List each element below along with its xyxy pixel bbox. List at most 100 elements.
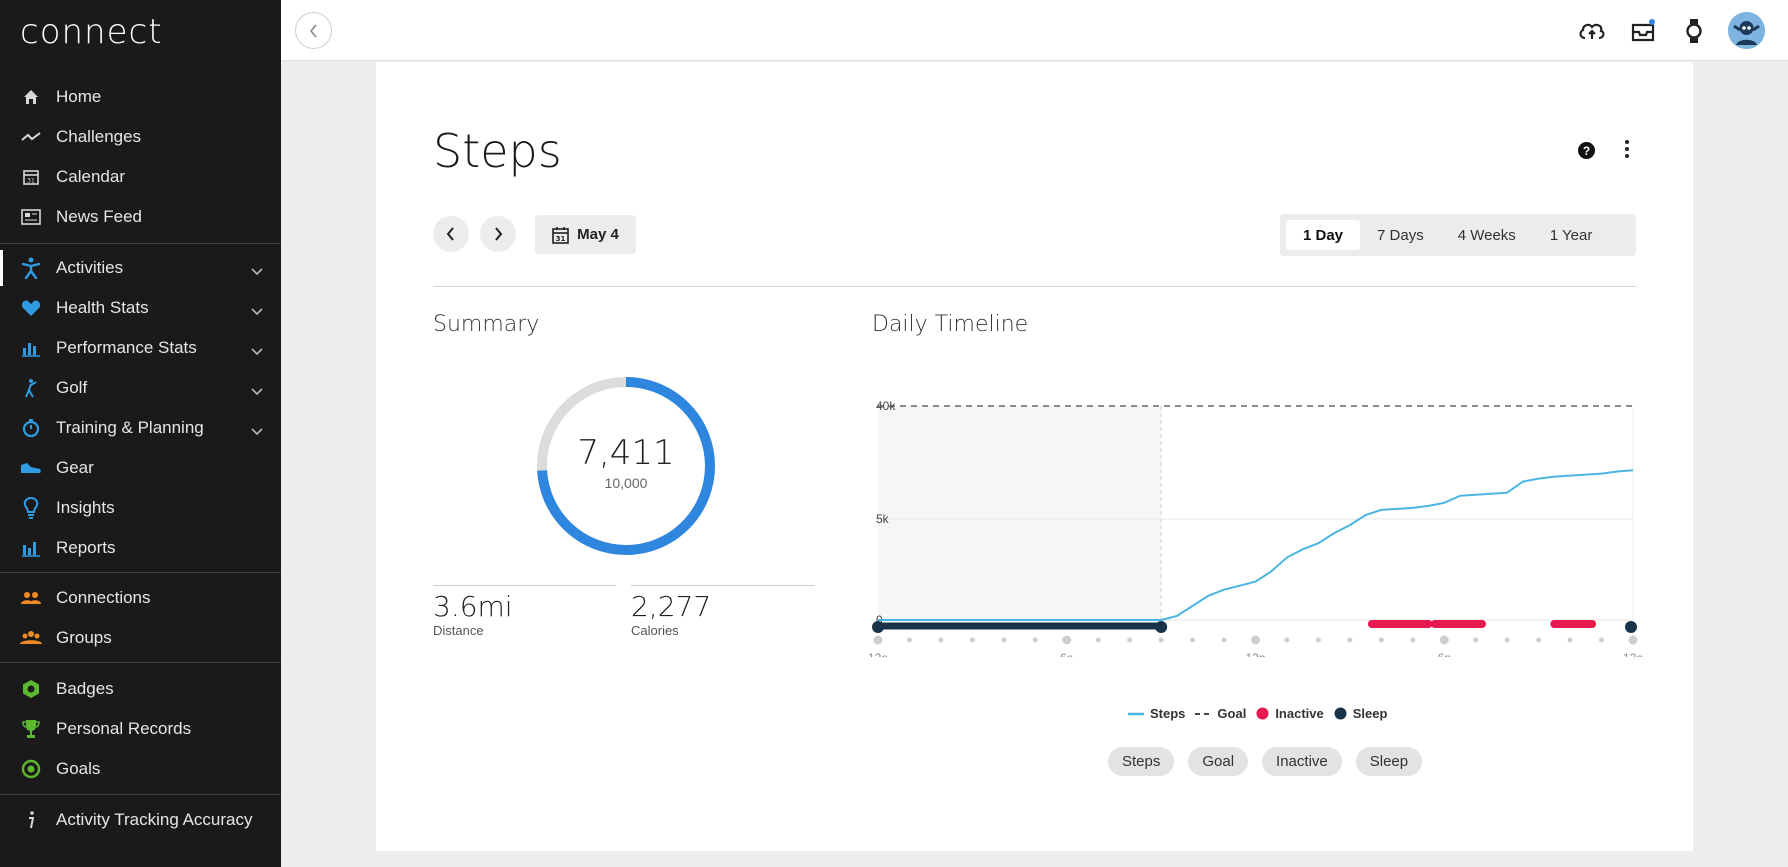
- more-options-icon[interactable]: [1624, 140, 1630, 162]
- sleep-start-marker: [872, 621, 884, 633]
- sidebar-item-challenges[interactable]: Challenges: [0, 117, 281, 157]
- calendar-icon: 31: [552, 226, 569, 244]
- hour-dot: [1473, 637, 1479, 643]
- sleep-shade: [878, 406, 1162, 620]
- sidebar-item-home[interactable]: Home: [0, 77, 281, 117]
- legend-inactive: Inactive: [1256, 706, 1324, 721]
- chevron-down-icon[interactable]: [251, 421, 263, 441]
- hour-dot: [1536, 637, 1542, 643]
- upload-cloud-icon[interactable]: [1577, 16, 1607, 46]
- hour-dot: [1628, 635, 1638, 645]
- sidebar-item-connections[interactable]: Connections: [0, 578, 281, 618]
- nav-group-achievements: Badges Personal Records Goals: [0, 669, 281, 789]
- sidebar-item-label: Activities: [56, 258, 124, 277]
- sidebar-item-gear[interactable]: Gear: [0, 448, 281, 488]
- calories-stat: 2,277 Calories: [631, 585, 815, 638]
- tab-1-day[interactable]: 1 Day: [1286, 220, 1361, 250]
- x-tick-label: 12a: [868, 651, 888, 657]
- sidebar-item-label: Connections: [56, 588, 151, 607]
- tab-1-year[interactable]: 1 Year: [1549, 226, 1593, 244]
- sidebar-item-performance-stats[interactable]: Performance Stats: [0, 328, 281, 368]
- filter-steps[interactable]: Steps: [1108, 747, 1175, 776]
- date-picker-button[interactable]: 31 May 4: [535, 215, 636, 254]
- hour-dot: [1599, 637, 1605, 643]
- hour-dot: [1095, 637, 1101, 643]
- nav-group-info: Activity Tracking Accuracy: [0, 800, 281, 840]
- filter-inactive[interactable]: Inactive: [1262, 747, 1342, 776]
- chevron-down-icon[interactable]: [251, 261, 263, 281]
- chevron-left-icon: [309, 23, 317, 38]
- sidebar-divider: [0, 662, 281, 663]
- hour-dot: [1158, 637, 1164, 643]
- sidebar-item-groups[interactable]: Groups: [0, 618, 281, 658]
- sidebar-item-news-feed[interactable]: News Feed: [0, 197, 281, 237]
- groups-icon: [20, 627, 42, 649]
- sidebar-item-badges[interactable]: Badges: [0, 669, 281, 709]
- chevron-down-icon[interactable]: [251, 381, 263, 401]
- x-tick-label: 12a: [1623, 651, 1643, 657]
- sidebar-item-training-planning[interactable]: Training & Planning: [0, 408, 281, 448]
- sidebar-item-goals[interactable]: Goals: [0, 749, 281, 789]
- filter-goal[interactable]: Goal: [1188, 747, 1249, 776]
- help-icon[interactable]: ?: [1578, 142, 1595, 159]
- stopwatch-icon: [20, 417, 42, 439]
- nav-group-social: Connections Groups: [0, 578, 281, 658]
- previous-date-button[interactable]: [433, 216, 469, 252]
- summary-title: Summary: [433, 312, 540, 337]
- sidebar-item-golf[interactable]: Golf: [0, 368, 281, 408]
- sidebar-item-label: Groups: [56, 628, 112, 647]
- sidebar-item-label: Insights: [56, 498, 115, 517]
- nav-group-stats: Activities Health Stats Performance Stat…: [0, 248, 281, 568]
- watch-icon[interactable]: [1679, 16, 1709, 46]
- svg-text:31: 31: [27, 178, 35, 185]
- challenges-icon: [20, 126, 42, 148]
- tab-7-days[interactable]: 7 Days: [1377, 226, 1424, 244]
- target-icon: [20, 758, 42, 780]
- collapse-sidebar-button[interactable]: [295, 12, 332, 49]
- avatar[interactable]: [1728, 12, 1765, 49]
- sidebar-item-label: Challenges: [56, 127, 142, 146]
- filter-sleep[interactable]: Sleep: [1355, 747, 1423, 776]
- home-icon: [20, 86, 42, 108]
- chevron-down-icon[interactable]: [251, 301, 263, 321]
- hour-dot: [1221, 637, 1227, 643]
- chevron-down-icon[interactable]: [251, 341, 263, 361]
- steps-card: Steps ? 31 May 4 1 Day 7 Days 4 Weeks 1 …: [376, 62, 1693, 851]
- y-tick-label: 40k: [876, 399, 896, 413]
- hour-dot: [1410, 637, 1416, 643]
- next-date-button[interactable]: [480, 216, 516, 252]
- distance-label: Distance: [433, 623, 484, 638]
- sidebar-item-health-stats[interactable]: Health Stats: [0, 288, 281, 328]
- date-label: May 4: [577, 226, 619, 243]
- chart-legend: Steps Goal Inactive Sleep: [1128, 706, 1387, 721]
- legend-sleep: Sleep: [1334, 706, 1387, 721]
- steps-value: 7,411: [577, 433, 675, 473]
- timeline-filters: Steps Goal Inactive Sleep: [1108, 747, 1423, 776]
- steps-line: [878, 469, 1634, 621]
- tab-4-weeks[interactable]: 4 Weeks: [1457, 226, 1516, 244]
- sidebar-item-personal-records[interactable]: Personal Records: [0, 709, 281, 749]
- hour-dot: [1251, 635, 1260, 645]
- sidebar-item-reports[interactable]: Reports: [0, 528, 281, 568]
- calories-value: 2,277: [631, 590, 712, 623]
- hour-dot: [1190, 637, 1196, 643]
- sidebar-item-activity-tracking-accuracy[interactable]: Activity Tracking Accuracy: [0, 800, 281, 840]
- sidebar-item-label: Golf: [56, 378, 88, 397]
- hour-dot: [1062, 635, 1072, 645]
- page-title: Steps: [433, 124, 562, 178]
- hour-dot: [1378, 637, 1384, 643]
- hour-dot: [906, 637, 912, 643]
- inbox-icon[interactable]: [1628, 16, 1658, 46]
- connect-logo[interactable]: connect: [20, 12, 163, 52]
- distance-stat: 3.6mi Distance: [433, 585, 616, 638]
- sidebar-item-label: Training & Planning: [56, 418, 204, 437]
- shoe-icon: [20, 457, 42, 479]
- x-tick-label: 12p: [1245, 651, 1265, 657]
- hour-dot: [1284, 637, 1290, 643]
- sidebar-item-label: News Feed: [56, 207, 142, 226]
- sidebar-item-calendar[interactable]: 31 Calendar: [0, 157, 281, 197]
- sidebar-item-activities[interactable]: Activities: [0, 248, 281, 288]
- hour-dot: [1504, 637, 1510, 643]
- golf-icon: [20, 377, 42, 399]
- sidebar-item-insights[interactable]: Insights: [0, 488, 281, 528]
